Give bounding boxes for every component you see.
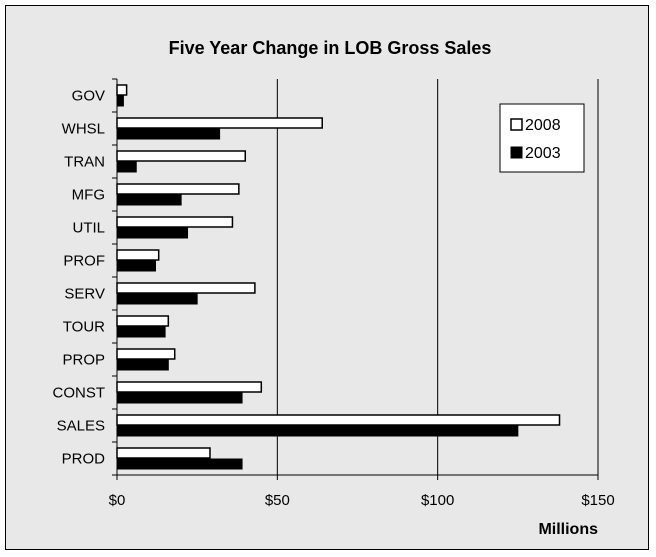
legend-swatch-2008	[510, 118, 523, 131]
category-label-prop: PROP	[62, 352, 105, 369]
bar-2003-gov	[116, 95, 124, 107]
bar-2003-const	[116, 392, 243, 404]
category-label-util: UTIL	[72, 220, 105, 237]
category-label-tour: TOUR	[63, 319, 105, 336]
legend: 2008 2003	[499, 103, 585, 173]
category-label-prod: PROD	[62, 451, 106, 468]
category-labels: GOV WHSL TRAN MFG UTIL PROF SERV TOUR PROP CONST S…	[53, 88, 106, 468]
chart-title: Five Year Change in LOB Gross Sales	[169, 38, 492, 58]
category-label-serv: SERV	[64, 286, 105, 303]
category-label-const: CONST	[53, 385, 106, 402]
bars	[116, 84, 561, 470]
x-tick-label-3: $150	[581, 492, 614, 509]
x-tick-labels: $0 $50 $100 $150	[109, 492, 615, 509]
axes	[112, 78, 599, 480]
x-tick-label-2: $100	[421, 492, 454, 509]
bar-2003-tran	[116, 161, 137, 173]
bar-2008-prop	[116, 348, 176, 360]
bar-2003-whsl	[116, 128, 221, 140]
x-tick-label-0: $0	[109, 492, 126, 509]
bar-2003-sales	[116, 425, 519, 437]
bar-2008-tran	[116, 150, 247, 162]
bar-2008-tour	[116, 315, 170, 327]
category-label-prof: PROF	[63, 253, 105, 270]
bar-2008-mfg	[116, 183, 240, 195]
legend-label-2008: 2008	[525, 117, 561, 134]
category-label-whsl: WHSL	[62, 121, 105, 138]
category-label-sales: SALES	[57, 418, 105, 435]
bar-2008-util	[116, 216, 234, 228]
category-label-tran: TRAN	[64, 154, 105, 171]
bar-2003-prop	[116, 359, 169, 371]
x-tick-label-1: $50	[265, 492, 290, 509]
legend-label-2003: 2003	[525, 145, 561, 162]
x-axis-title: Millions	[538, 521, 598, 538]
gridlines	[276, 79, 599, 475]
bar-2008-prod	[116, 447, 211, 459]
bar-2008-const	[116, 381, 263, 393]
bar-2008-sales	[116, 414, 561, 426]
bar-2003-serv	[116, 293, 198, 305]
bar-2008-serv	[116, 282, 256, 294]
legend-swatch-2003	[510, 146, 523, 159]
bar-2008-prof	[116, 249, 160, 261]
bar-2003-prof	[116, 260, 156, 272]
bar-2008-gov	[116, 84, 128, 96]
bar-2003-mfg	[116, 194, 182, 206]
bar-2003-util	[116, 227, 189, 239]
bar-2003-tour	[116, 326, 166, 338]
category-label-gov: GOV	[72, 88, 105, 105]
legend-box	[499, 103, 585, 173]
category-label-mfg: MFG	[72, 187, 105, 204]
bar-2008-whsl	[116, 117, 323, 129]
bar-2003-prod	[116, 458, 243, 470]
